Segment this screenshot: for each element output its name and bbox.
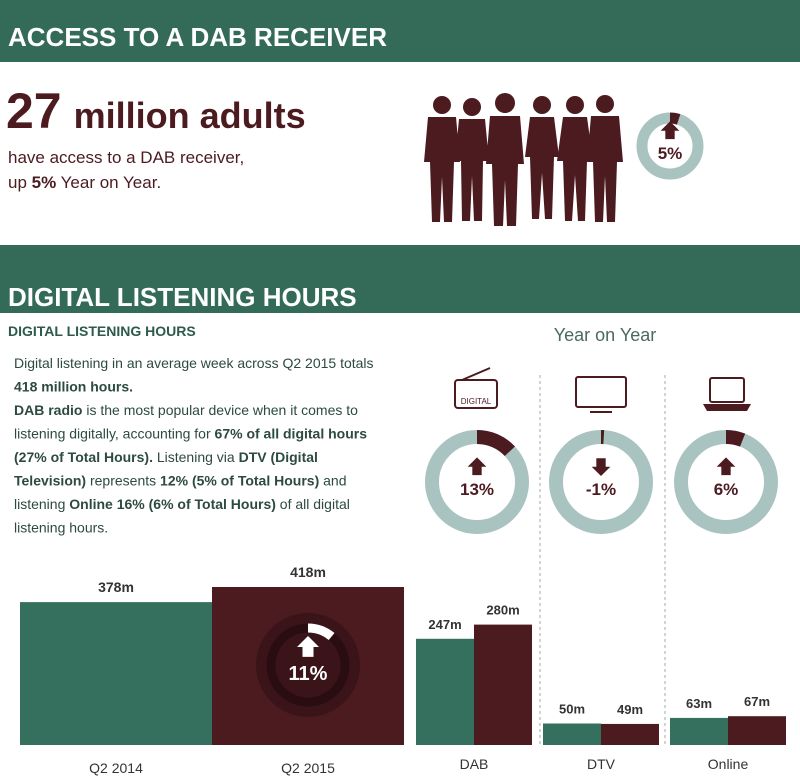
text-segment: represents — [86, 473, 160, 489]
text-segment: is the most popular device when it comes… — [82, 402, 358, 418]
headline: 27 million adults — [6, 83, 306, 139]
text-segment: DAB radio — [14, 402, 82, 418]
header-bar — [0, 0, 800, 62]
text-segment: 67% of all digital hours — [215, 426, 368, 442]
gauge-label: 5% — [658, 144, 683, 163]
gauge-arc — [266, 623, 350, 707]
bar-value-label: 63m — [686, 696, 712, 711]
text-segment: 12% (5% of Total Hours) — [160, 473, 319, 489]
section-heading: ACCESS TO A DAB RECEIVER — [8, 22, 387, 52]
bar-value-label: 67m — [744, 694, 770, 709]
text-segment: Listening via — [153, 449, 239, 465]
bar — [543, 723, 601, 745]
text-line: up 5% Year on Year. — [8, 173, 161, 192]
text-segment: listening digitally, accounting for — [14, 426, 215, 442]
bar-value-label: 418m — [290, 564, 326, 580]
radio-icon: DIGITAL — [454, 367, 498, 409]
bar — [474, 624, 532, 745]
bar-value-label: 49m — [617, 702, 643, 717]
gauge-arc — [636, 112, 704, 180]
text-segment: 5% — [32, 173, 57, 192]
subheading: DIGITAL LISTENING HOURS — [8, 323, 196, 339]
gauge-label: -1% — [586, 480, 616, 499]
text-segment: Online 16% (6% of Total Hours) — [69, 496, 276, 512]
gauge-arc — [674, 430, 778, 534]
text-segment: listening hours. — [14, 520, 108, 536]
bar — [728, 716, 786, 745]
bar — [20, 602, 212, 745]
category-label: DAB — [460, 756, 489, 772]
category-label: Online — [708, 756, 749, 772]
gauge-label: 6% — [714, 480, 739, 499]
text-segment: up — [8, 173, 32, 192]
bar-value-label: 50m — [559, 702, 585, 717]
category-label: Q2 2014 — [89, 760, 143, 776]
gauge-arrow — [467, 457, 487, 476]
text-line: Digital listening in an average week acr… — [14, 355, 374, 371]
text-line: Television) represents 12% (5% of Total … — [14, 473, 346, 489]
gauge-arrow — [716, 457, 736, 476]
text-line: listening hours. — [14, 520, 108, 536]
text-segment: Television) — [14, 473, 86, 489]
text-segment: DTV (Digital — [239, 449, 318, 465]
text-segment: of all digital — [276, 496, 350, 512]
header-bar — [0, 245, 800, 313]
bar-value-label: 247m — [428, 617, 461, 632]
bar-value-label: 280m — [486, 603, 519, 618]
text-segment: 418 million hours. — [14, 379, 133, 395]
gauge-label: 11% — [289, 663, 328, 685]
tv-icon — [575, 376, 627, 413]
gauge-arrow — [660, 121, 680, 140]
gauge-arrow — [297, 636, 319, 657]
bar-value-label: 378m — [98, 579, 134, 595]
text-segment: (27% of Total Hours). — [14, 449, 153, 465]
text-line: DAB radio is the most popular device whe… — [14, 402, 358, 418]
gauge-arrow — [591, 458, 611, 477]
laptop-icon — [703, 377, 751, 411]
gauge-label: 13% — [460, 480, 494, 499]
icon-label: DIGITAL — [461, 397, 492, 406]
bar — [416, 638, 474, 745]
section-heading: DIGITAL LISTENING HOURS — [8, 282, 357, 312]
gauge-arc — [425, 430, 529, 534]
yoy-title: Year on Year — [554, 325, 656, 345]
gauge-arc — [549, 430, 653, 534]
bar — [670, 717, 728, 745]
category-label: DTV — [587, 756, 616, 772]
text-line: (27% of Total Hours). Listening via DTV … — [14, 449, 318, 465]
text-line: listening digitally, accounting for 67% … — [14, 426, 367, 442]
text-line: have access to a DAB receiver, — [8, 148, 244, 167]
text-line: listening Online 16% (6% of Total Hours)… — [14, 496, 350, 512]
text-segment: listening — [14, 496, 69, 512]
text-line: 418 million hours. — [14, 379, 133, 395]
text-segment: Year on Year. — [56, 173, 161, 192]
text-segment: Digital listening in an average week acr… — [14, 355, 374, 371]
text-segment: have access to a DAB receiver, — [8, 148, 244, 167]
text-segment: and — [319, 473, 346, 489]
people-silhouettes — [424, 93, 623, 226]
category-label: Q2 2015 — [281, 760, 335, 776]
bar — [601, 723, 659, 745]
